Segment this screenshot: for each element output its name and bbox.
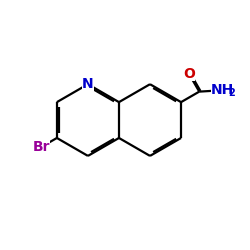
- Text: O: O: [183, 67, 195, 81]
- Text: N: N: [82, 77, 94, 91]
- Text: 2: 2: [228, 88, 234, 99]
- Text: NH: NH: [211, 83, 234, 97]
- Text: Br: Br: [33, 140, 50, 154]
